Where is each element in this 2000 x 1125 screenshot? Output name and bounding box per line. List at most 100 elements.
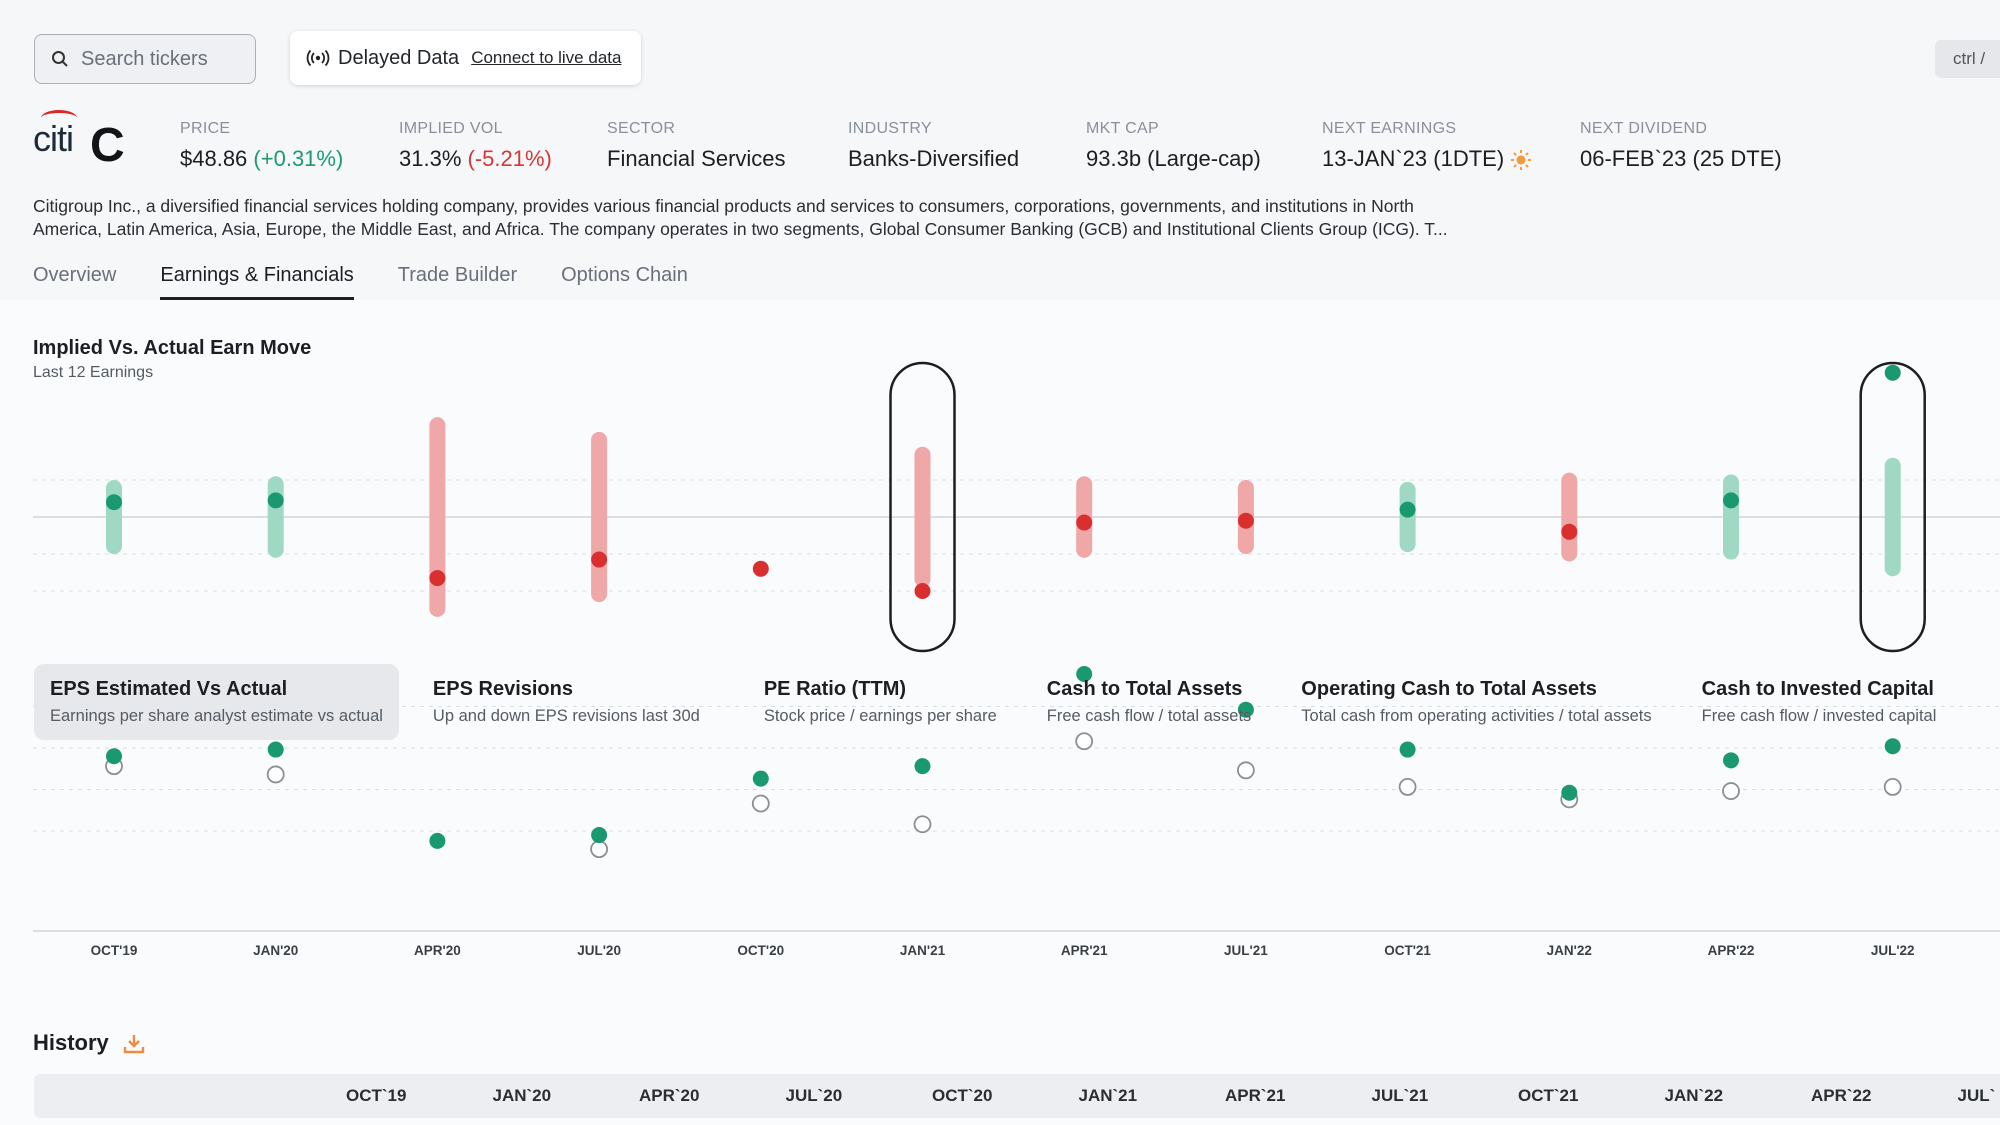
stat-value: 06-FEB`23 (25 DTE) [1580, 146, 1782, 171]
stat-label: INDUSTRY [848, 120, 932, 137]
stat-mkt-cap: MKT CAP 93.3b (Large-cap) [1086, 120, 1261, 172]
eps-actual-point [591, 827, 608, 844]
actual-move-dot [752, 560, 769, 577]
implied-move-bar [914, 446, 931, 588]
stat-implied-vol: IMPLIED VOL 31.3% (-5.21%) [399, 120, 552, 172]
highlight-capsule [889, 361, 956, 653]
stat-label: SECTOR [607, 120, 676, 137]
metric-tab-title: EPS Estimated Vs Actual [50, 678, 288, 700]
implied-move-bar [106, 480, 122, 554]
price-change: (+0.31%) [253, 146, 344, 171]
sun-icon [1511, 150, 1532, 171]
eps-estimate-point [913, 815, 932, 834]
earn-move-title: Implied Vs. Actual Earn Move [33, 337, 312, 359]
iv-change: (-5.21%) [467, 146, 552, 171]
download-icon[interactable] [123, 1033, 145, 1055]
stat-value: 13-JAN`23 (1DTE) [1322, 146, 1532, 172]
eps-estimate-point [266, 765, 285, 784]
x-tick-label: APR'20 [414, 943, 461, 958]
stat-value: Banks-Diversified [848, 146, 1020, 171]
actual-move-dot [1723, 492, 1739, 509]
metric-tab-operating-cash[interactable]: Operating Cash to Total Assets Total cas… [1285, 664, 1667, 740]
stat-label: PRICE [180, 120, 231, 137]
implied-move-bar [591, 431, 608, 603]
actual-move-dot [1884, 364, 1901, 381]
main-tabs: Overview Earnings & Financials Trade Bui… [33, 264, 732, 300]
connect-live-data-link[interactable]: Connect to live data [471, 48, 622, 67]
company-description: Citigroup Inc., a diversified financial … [33, 196, 1448, 239]
metric-tab-pe-ratio[interactable]: PE Ratio (TTM) Stock price / earnings pe… [748, 664, 1013, 740]
company-logo: citi [33, 110, 77, 160]
actual-move-dot [267, 492, 284, 509]
eps-estimate-point [751, 794, 770, 813]
stat-value: $48.86 (+0.31%) [180, 146, 344, 171]
history-column-header: APR`22 [1811, 1086, 1872, 1105]
stat-label: IMPLIED VOL [399, 120, 503, 137]
history-column-header: OCT`21 [1518, 1086, 1579, 1105]
history-column-header: APR`20 [639, 1086, 700, 1105]
stat-sector: SECTOR Financial Services [607, 120, 786, 172]
broadcast-icon [306, 49, 330, 67]
history-column-header: JUL`21 [1371, 1086, 1429, 1105]
stat-label: NEXT DIVIDEND [1580, 120, 1708, 137]
metric-tab-title: PE Ratio (TTM) [763, 678, 907, 700]
x-tick-label: APR'22 [1708, 943, 1755, 958]
implied-move-bar [1561, 472, 1578, 562]
eps-estimate-point [1398, 778, 1417, 796]
stat-label: MKT CAP [1086, 120, 1159, 137]
x-tick-label: APR'21 [1061, 943, 1108, 958]
stat-price: PRICE $48.86 (+0.31%) [180, 120, 343, 172]
history-column-header: JAN`22 [1664, 1086, 1724, 1105]
metric-tab-title: EPS Revisions [432, 678, 573, 700]
metric-tab-title: Cash to Invested Capital [1701, 678, 1934, 700]
eps-estimate-point [1883, 778, 1902, 796]
metric-tab-eps-revisions[interactable]: EPS Revisions Up and down EPS revisions … [417, 664, 716, 740]
actual-move-dot [1237, 512, 1254, 529]
actual-move-dot [914, 583, 931, 599]
ticker-symbol: C [90, 119, 125, 172]
metric-tab-cash-to-invested-capital[interactable]: Cash to Invested Capital Free cash flow … [1686, 664, 1953, 740]
history-column-header: OCT`19 [346, 1086, 407, 1105]
stat-next-dividend: NEXT DIVIDEND 06-FEB`23 (25 DTE) [1580, 120, 1782, 172]
actual-move-dot [106, 494, 122, 511]
search-input[interactable] [81, 47, 231, 71]
highlight-capsule [1859, 361, 1926, 653]
metric-tab-subtitle: Free cash flow / total assets [1046, 707, 1252, 725]
metric-tab-subtitle: Total cash from operating activities / t… [1301, 707, 1652, 725]
tab-trade-builder[interactable]: Trade Builder [397, 264, 518, 286]
x-tick-label: OCT'19 [91, 943, 138, 958]
eps-estimate-point [1237, 761, 1255, 780]
metric-tab-cash-to-total-assets[interactable]: Cash to Total Assets Free cash flow / to… [1031, 664, 1268, 740]
implied-move-bar [429, 417, 446, 617]
history-column-header: OCT`20 [932, 1086, 993, 1105]
keyboard-shortcut-hint: ctrl / [1935, 40, 2000, 78]
tab-earnings-financials[interactable]: Earnings & Financials [160, 264, 354, 300]
x-tick-label: OCT'21 [1384, 943, 1431, 958]
search-box[interactable] [34, 34, 256, 84]
eps-actual-point [1399, 741, 1416, 758]
history-column-header: JUL` [1957, 1086, 1996, 1105]
tab-options-chain[interactable]: Options Chain [561, 264, 688, 286]
earn-move-subtitle: Last 12 Earnings [33, 364, 154, 381]
metric-tab-subtitle: Earnings per share analyst estimate vs a… [50, 707, 383, 725]
eps-estimate-point [590, 840, 608, 859]
stat-next-earnings: NEXT EARNINGS 13-JAN`23 (1DTE) [1322, 120, 1532, 172]
tab-overview[interactable]: Overview [33, 264, 117, 286]
eps-actual-point [1884, 738, 1901, 755]
delayed-data-label: Delayed Data [338, 46, 460, 69]
metric-tab-title: Operating Cash to Total Assets [1301, 678, 1597, 700]
x-tick-label: OCT'20 [737, 943, 784, 958]
x-tick-label: JUL'21 [1224, 943, 1268, 958]
stat-value: 31.3% (-5.21%) [399, 146, 552, 171]
history-column-header: JAN`20 [492, 1086, 552, 1105]
eps-actual-point [914, 758, 931, 775]
history-column-header: JUL`20 [785, 1086, 843, 1105]
search-icon [52, 51, 68, 67]
stat-value: 93.3b (Large-cap) [1086, 146, 1261, 171]
metric-tab-eps-est-vs-actual[interactable]: EPS Estimated Vs Actual Earnings per sha… [34, 664, 399, 740]
implied-move-bar [1723, 474, 1739, 560]
metric-tab-subtitle: Up and down EPS revisions last 30d [432, 707, 700, 725]
x-tick-label: JAN'22 [1547, 943, 1592, 958]
stat-industry: INDUSTRY Banks-Diversified [848, 120, 1019, 172]
